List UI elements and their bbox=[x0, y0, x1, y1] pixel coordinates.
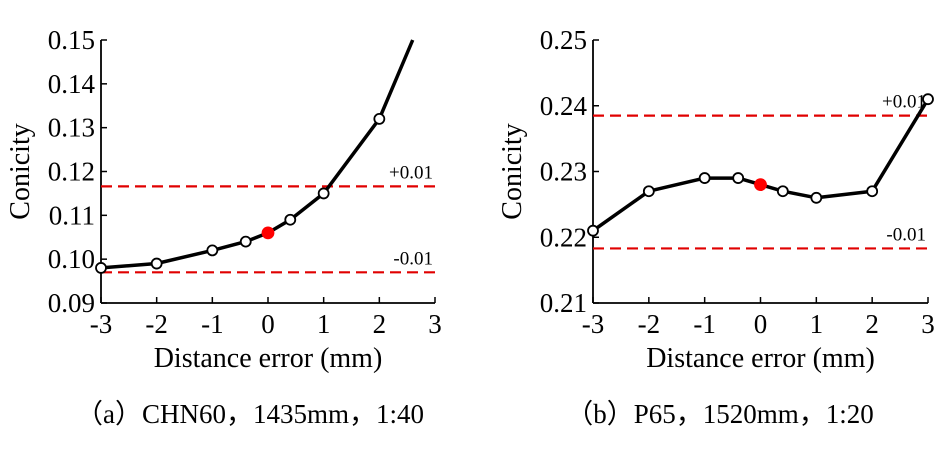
chart-b-x-tick-label: 0 bbox=[754, 309, 768, 339]
chart-a-data-point bbox=[284, 213, 297, 226]
chart-b-data-point bbox=[698, 172, 711, 184]
chart-b-y-tick-label: 0.22 bbox=[540, 222, 587, 252]
chart-a-x-tick-label: 1 bbox=[317, 309, 331, 339]
chart-a-y-tick-label: 0.15 bbox=[48, 25, 95, 55]
chart-b-data-point bbox=[587, 224, 599, 237]
chart-a-x-tick-label: 0 bbox=[261, 309, 275, 339]
chart-b-x-tick-label: 2 bbox=[865, 309, 879, 339]
chart-b-series-line bbox=[593, 98, 930, 233]
chart-a-y-tick-label: 0.10 bbox=[48, 244, 95, 274]
chart-b-y-tick-label: 0.25 bbox=[540, 25, 587, 55]
chart-a-x-axis-label: Distance error (mm) bbox=[154, 343, 383, 374]
chart-a-data-point bbox=[373, 113, 386, 125]
chart-b-y-tick-label: 0.24 bbox=[540, 91, 588, 121]
chart-a-y-tick-label: 0.14 bbox=[48, 69, 96, 99]
chart-b-x-tick-label: -3 bbox=[582, 309, 605, 339]
chart-b-reference-label: +0.01 bbox=[882, 92, 926, 113]
chart-a-reference-label: -0.01 bbox=[393, 248, 433, 269]
chart-b-data-point bbox=[732, 172, 745, 184]
chart-a-data-point bbox=[95, 262, 107, 274]
chart-b-y-axis-label: Conicity bbox=[497, 123, 528, 219]
chart-a-highlight-point bbox=[261, 226, 275, 240]
chart-a-x-tick-label: -2 bbox=[145, 309, 168, 339]
chart-a-data-point bbox=[317, 187, 330, 200]
chart-b-x-tick-label: 1 bbox=[810, 309, 824, 339]
chart-a-x-tick-label: -1 bbox=[201, 309, 224, 339]
chart-a-x-tick-label: -3 bbox=[90, 309, 113, 339]
chart-panel-b: 0.21 0.22 0.23 0.24 0.25 -3 -2 -1 0 1 2 3 Distance e… bbox=[497, 25, 935, 429]
chart-b-x-tick-label: -2 bbox=[638, 309, 661, 339]
chart-a-reference-label: +0.01 bbox=[389, 162, 433, 183]
chart-a-data-point bbox=[206, 244, 219, 257]
chart-a-data-point bbox=[150, 257, 163, 270]
chart-b-x-axis-label: Distance error (mm) bbox=[646, 343, 875, 374]
chart-a-series-line bbox=[101, 39, 415, 270]
chart-a-y-tick-label: 0.11 bbox=[49, 200, 95, 230]
chart-b-x-tick-label: 3 bbox=[921, 309, 935, 339]
chart-a-y-tick-label: 0.13 bbox=[48, 113, 95, 143]
chart-a-data-point bbox=[239, 235, 252, 248]
chart-a-marks: 0.09 0.10 0.11 0.12 0.13 0.14 0.15 -3 -2 -1 0 1 2 3 Di… bbox=[5, 25, 442, 374]
chart-b-y-tick-label: 0.23 bbox=[540, 157, 587, 187]
chart-b-y-tick-label: 0.21 bbox=[540, 288, 587, 318]
chart-a-x-tick-label: 2 bbox=[373, 309, 387, 339]
chart-b-highlight-point bbox=[754, 178, 767, 192]
chart-b-data-point bbox=[776, 185, 789, 198]
chart-b-caption: （b）P65，1520mm，1:20 bbox=[566, 399, 874, 429]
chart-panel-a: 0.09 0.10 0.11 0.12 0.13 0.14 0.15 -3 -2 -1 0 1 2 3 Di… bbox=[5, 25, 442, 429]
chart-b-data-point bbox=[866, 185, 879, 198]
chart-a-y-tick-label: 0.09 bbox=[48, 288, 95, 318]
chart-a-x-tick-label: 3 bbox=[428, 309, 442, 339]
chart-a-caption: （a）CHN60，1435mm，1:40 bbox=[76, 399, 424, 429]
chart-b-data-point bbox=[642, 185, 655, 198]
chart-b-x-tick-label: -1 bbox=[693, 309, 716, 339]
chart-b-reference-label: -0.01 bbox=[886, 224, 926, 245]
chart-b-data-point bbox=[922, 93, 934, 106]
chart-a-y-tick-label: 0.12 bbox=[48, 157, 95, 187]
chart-b-data-point bbox=[810, 191, 823, 204]
chart-b-marks: 0.21 0.22 0.23 0.24 0.25 -3 -2 -1 0 1 2 3 Distance e… bbox=[497, 25, 935, 374]
chart-a-y-axis-label: Conicity bbox=[5, 123, 36, 219]
